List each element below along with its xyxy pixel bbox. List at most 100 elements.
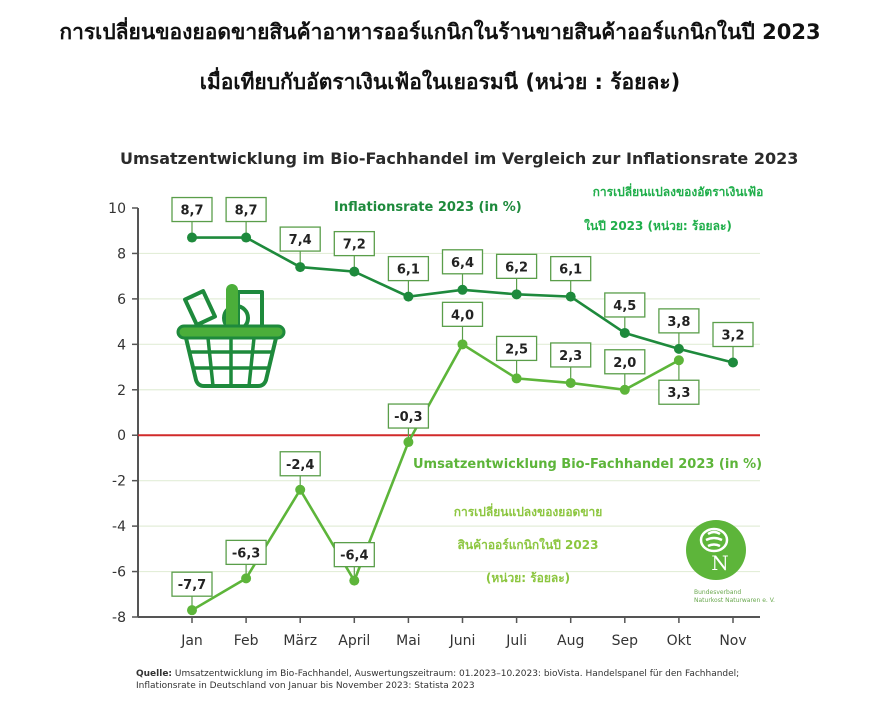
- data-label: 2,5: [495, 335, 538, 379]
- data-point: [511, 373, 522, 384]
- label-box: [225, 196, 267, 223]
- y-tick-label: -6: [112, 565, 126, 581]
- data-point: [403, 437, 414, 448]
- label-box: [333, 541, 375, 568]
- label-box: [441, 301, 484, 327]
- data-label: 3,8: [658, 308, 700, 349]
- data-label-text: 7,4: [289, 233, 312, 248]
- data-point: [673, 355, 684, 366]
- inflation-thai-note-1: การเปลี่ยนแปลงของอัตราเงินเฟ้อ: [593, 183, 764, 199]
- source-line-1: Umsatzentwicklung im Bio-Fachhandel, Aus…: [174, 669, 740, 679]
- x-tick-label: Mai: [396, 633, 421, 649]
- sales-thai-note-2: สินค้าออร์แกนิกในปี 2023: [458, 537, 599, 552]
- x-tick-label: Aug: [557, 633, 584, 649]
- label-box: [225, 539, 267, 566]
- label-box: [604, 349, 646, 375]
- data-label-text: 3,3: [667, 386, 690, 401]
- x-tick-label: Feb: [234, 633, 259, 649]
- logo-letter: N: [711, 551, 729, 575]
- organization-logo: N Bundesverband Naturkost Naturwaren e. …: [686, 520, 775, 604]
- data-point: [673, 343, 684, 354]
- data-point: [241, 573, 252, 584]
- x-tick-label: April: [338, 633, 370, 649]
- data-label-text: 6,2: [505, 260, 528, 275]
- data-label-text: 4,0: [451, 308, 474, 323]
- x-tick-label: Juni: [449, 633, 476, 649]
- data-point: [565, 291, 576, 302]
- y-tick-label: 4: [117, 337, 126, 353]
- data-point: [295, 484, 306, 495]
- data-label: 6,2: [495, 253, 538, 295]
- legend-sales: Umsatzentwicklung Bio-Fachhandel 2023 (i…: [413, 457, 762, 472]
- series-0: 8,7 8,7 7,4 7,2 6,1 6,4 6,2 6,1 4,5 3,8 3,2: [171, 196, 754, 368]
- data-point: [457, 284, 468, 295]
- page-title-line-1: การเปลี่ยนของยอดขายสินค้าอาหารออร์แกนิกใ…: [59, 20, 821, 44]
- data-label-text: 8,7: [235, 204, 258, 219]
- data-point: [241, 232, 252, 243]
- data-label: 8,7: [171, 196, 213, 238]
- label-box: [495, 253, 538, 279]
- data-point: [295, 262, 306, 273]
- data-label: 6,4: [441, 249, 484, 290]
- data-label: 3,3: [658, 360, 700, 405]
- y-tick-label: 10: [108, 201, 126, 217]
- data-label-text: 6,4: [451, 256, 474, 271]
- grid-lines: [138, 252, 760, 573]
- label-box: [171, 571, 213, 597]
- data-point: [619, 384, 630, 395]
- chart-card: Umsatzentwicklung im Bio-Fachhandel im V…: [88, 130, 880, 706]
- data-label: 3,2: [712, 321, 754, 363]
- data-point: [457, 339, 468, 350]
- label-box: [712, 321, 754, 348]
- data-label-text: -6,3: [232, 546, 260, 561]
- legend-inflation: Inflationsrate 2023 (in %): [334, 200, 522, 215]
- label-box: [658, 379, 700, 405]
- sales-thai-note-3: (หน่วย: ร้อยละ): [486, 571, 570, 585]
- label-box: [604, 292, 646, 318]
- y-ticks: 10 8 6 4 2 0 -2 -4 -6 -8: [108, 201, 138, 626]
- data-point: [187, 232, 197, 243]
- data-label-text: -7,7: [178, 578, 206, 593]
- data-label: 2,0: [604, 349, 646, 390]
- logo-text-1: Bundesverband: [694, 589, 741, 596]
- label-box: [550, 342, 592, 368]
- y-tick-label: 2: [117, 383, 126, 399]
- data-label-text: 2,3: [559, 349, 582, 364]
- label-box: [387, 255, 430, 282]
- data-point: [187, 605, 197, 616]
- data-label: 4,0: [441, 301, 484, 345]
- shopping-basket-icon: [176, 284, 286, 388]
- tree-icon: [699, 527, 729, 553]
- data-label-text: 8,7: [180, 204, 203, 219]
- data-point: [403, 291, 414, 302]
- data-label-text: 2,5: [505, 342, 528, 357]
- data-label-text: 6,1: [559, 263, 582, 278]
- data-label-text: 3,8: [667, 315, 690, 330]
- label-box: [550, 255, 592, 282]
- data-label-text: 4,5: [613, 299, 636, 314]
- axes: [137, 208, 760, 618]
- label-box: [333, 230, 375, 257]
- y-tick-label: 6: [117, 292, 126, 308]
- x-tick-label: Juli: [505, 633, 527, 649]
- data-label: 7,4: [279, 226, 321, 268]
- data-label: -7,7: [171, 571, 213, 611]
- data-label-text: -6,4: [340, 549, 368, 564]
- data-label: 8,7: [225, 196, 267, 238]
- y-tick-label: 0: [117, 428, 126, 444]
- label-box: [441, 249, 484, 275]
- data-label: 6,1: [550, 255, 592, 297]
- inflation-thai-note-2: ในปี 2023 (หน่วย: ร้อยละ): [584, 218, 732, 233]
- data-point: [349, 266, 360, 277]
- x-tick-label: Jan: [180, 633, 203, 649]
- x-tick-label: Sep: [612, 633, 639, 649]
- chart-title: Umsatzentwicklung im Bio-Fachhandel im V…: [120, 149, 798, 168]
- y-tick-label: 8: [117, 246, 126, 262]
- data-label-text: -0,3: [394, 410, 422, 425]
- data-point: [349, 575, 360, 586]
- x-ticks: Jan Feb März April Mai Juni Juli Aug Sep Okt Nov: [180, 617, 747, 649]
- data-label-text: 2,0: [613, 356, 636, 371]
- data-label-text: 6,1: [397, 263, 420, 278]
- label-box: [387, 403, 430, 429]
- data-point: [728, 357, 738, 368]
